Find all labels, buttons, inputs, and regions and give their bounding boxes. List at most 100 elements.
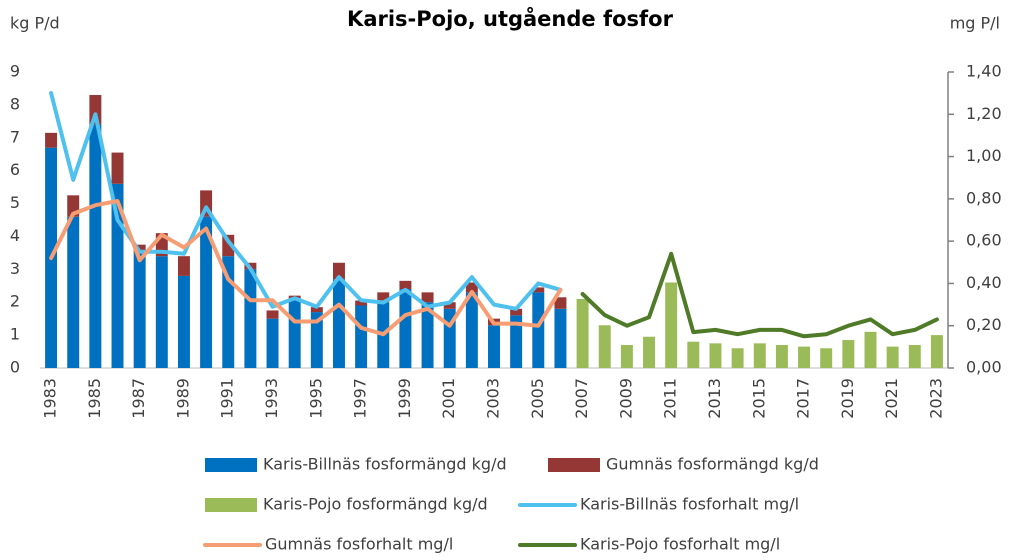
bar <box>177 275 190 368</box>
chart-title: Karis-Pojo, utgående fosfor <box>347 6 674 31</box>
y-tick-label: 1 <box>10 325 20 344</box>
bar <box>355 300 368 306</box>
y2-tick-label: 0,60 <box>966 231 1002 250</box>
y2-tick-label: 0,20 <box>966 315 1002 334</box>
bar <box>465 292 478 368</box>
bar <box>355 305 368 368</box>
legend-label: Gumnäs fosforhalt mg/l <box>265 535 453 554</box>
legend-label: Karis-Billnäs fosformängd kg/d <box>263 455 507 474</box>
bar <box>399 280 412 290</box>
bar <box>288 298 301 368</box>
bar <box>155 233 168 257</box>
bar <box>665 282 678 368</box>
x-tick-label: 1987 <box>129 378 148 419</box>
bar <box>554 297 567 309</box>
x-tick-label: 2019 <box>838 378 857 419</box>
bar <box>510 308 523 316</box>
bar <box>421 292 434 303</box>
x-tick-label: 1985 <box>85 378 104 419</box>
bar <box>133 252 146 368</box>
legend-label: Karis-Billnäs fosforhalt mg/l <box>580 495 799 514</box>
x-tick-label: 2015 <box>749 378 768 419</box>
bar <box>222 256 235 368</box>
bar <box>886 346 899 368</box>
x-tick-label: 1997 <box>351 378 370 419</box>
y-tick-label: 3 <box>10 259 20 278</box>
y-tick-label: 7 <box>10 127 20 146</box>
bar <box>45 132 58 148</box>
x-tick-label: 1995 <box>306 378 325 419</box>
bar <box>377 292 390 303</box>
x-tick-label: 1991 <box>218 378 237 419</box>
y2-tick-label: 0,80 <box>966 188 1002 207</box>
bar <box>244 269 257 368</box>
legend-marker <box>548 458 600 472</box>
y-tick-label: 2 <box>10 292 20 311</box>
bar <box>687 341 700 368</box>
bar <box>310 312 323 368</box>
bar <box>775 344 788 368</box>
x-tick-label: 1993 <box>262 378 281 419</box>
legend-marker <box>205 498 257 512</box>
x-tick-label: 2003 <box>484 378 503 419</box>
x-tick-label: 2001 <box>439 378 458 419</box>
x-tick-label: 2005 <box>528 378 547 419</box>
bar <box>798 346 811 368</box>
bar <box>155 256 168 368</box>
x-tick-label: 1989 <box>173 378 192 419</box>
bar <box>421 302 434 368</box>
bar <box>266 318 279 368</box>
bar <box>532 287 545 293</box>
bar <box>620 344 633 368</box>
line <box>49 91 563 311</box>
bar <box>465 282 478 293</box>
legend-marker <box>205 458 257 472</box>
y2-axis-label: mg P/l <box>950 14 1000 33</box>
x-tick-label: 2013 <box>705 378 724 419</box>
x-tick-label: 1999 <box>395 378 414 419</box>
bar <box>443 308 456 368</box>
line <box>580 251 939 339</box>
bar <box>510 315 523 368</box>
bar <box>89 124 102 368</box>
y-axis-label: kg P/d <box>10 14 60 33</box>
legend-label: Karis-Pojo fosformängd kg/d <box>263 495 488 514</box>
bar <box>709 343 722 368</box>
x-tick-label: 2007 <box>572 378 591 419</box>
legend-label: Karis-Pojo fosforhalt mg/l <box>580 535 780 554</box>
x-tick-label: 2011 <box>661 378 680 419</box>
bar <box>332 262 345 280</box>
y2-tick-label: 1,40 <box>966 62 1002 81</box>
bar <box>67 216 80 368</box>
bar <box>731 348 744 368</box>
bar <box>266 310 279 319</box>
x-tick-label: 2021 <box>882 378 901 419</box>
y-tick-label: 8 <box>10 94 20 113</box>
bar <box>598 325 611 368</box>
bar <box>753 343 766 368</box>
bar <box>177 256 190 276</box>
legend-label: Gumnäs fosformängd kg/d <box>606 455 819 474</box>
y-tick-label: 0 <box>10 358 20 377</box>
bar <box>820 348 833 368</box>
bar <box>399 289 412 368</box>
x-tick-label: 1983 <box>41 378 60 419</box>
y-tick-label: 9 <box>10 62 20 81</box>
bar <box>332 279 345 368</box>
bar <box>111 183 124 368</box>
x-tick-label: 2009 <box>616 378 635 419</box>
bar <box>532 292 545 368</box>
bar <box>908 344 921 368</box>
y2-tick-label: 0,40 <box>966 273 1002 292</box>
bar <box>310 307 323 313</box>
bar <box>930 335 943 368</box>
bar <box>864 331 877 368</box>
bar <box>222 234 235 257</box>
bar <box>200 190 213 217</box>
bar <box>200 216 213 368</box>
y-tick-label: 4 <box>10 226 20 245</box>
line <box>49 199 563 337</box>
x-tick-label: 2023 <box>926 378 945 419</box>
bar <box>443 302 456 309</box>
